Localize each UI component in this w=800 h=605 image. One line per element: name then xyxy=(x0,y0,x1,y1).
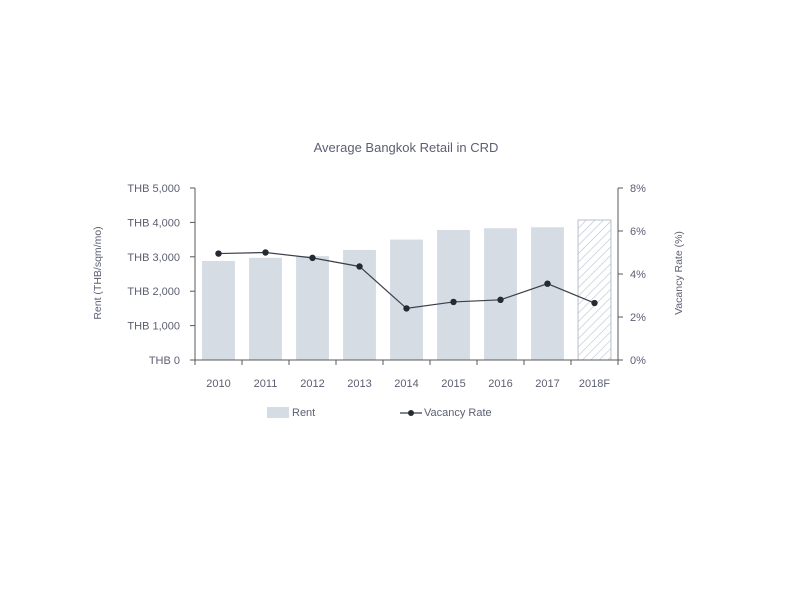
y-left-tick-label: THB 5,000 xyxy=(127,183,180,195)
vacancy-point-2012 xyxy=(309,254,316,262)
legend-label-rent: Rent xyxy=(292,407,315,419)
rent-bars xyxy=(202,219,612,361)
y-right-tick-label: 8% xyxy=(630,183,646,195)
y-left-tick-label: THB 0 xyxy=(149,355,180,367)
legend-swatch-rent xyxy=(267,407,289,418)
y-axis-right-ticks: 0% 2% 4% 6% 8% xyxy=(618,183,646,367)
vacancy-point-2018F xyxy=(591,299,598,307)
vacancy-point-2010 xyxy=(215,250,222,257)
legend-swatch-vacancy-marker xyxy=(408,410,414,416)
y-right-tick-label: 0% xyxy=(630,355,646,367)
y-axis-left-ticks: THB 0 THB 1,000 THB 2,000 THB 3,000 THB 4,00… xyxy=(127,183,195,367)
bar-2017 xyxy=(531,227,564,360)
x-axis-ticks: 2010 2011 2012 2013 2014 2015 2016 2017 2018F xyxy=(194,360,619,390)
bar-2016 xyxy=(484,228,517,360)
bar-2014 xyxy=(390,239,423,360)
legend: Rent Vacancy Rate xyxy=(267,407,492,419)
x-tick-label: 2010 xyxy=(206,378,230,390)
vacancy-point-2014 xyxy=(403,305,410,312)
x-tick-label: 2018F xyxy=(579,378,610,390)
vacancy-point-2013 xyxy=(356,263,363,270)
bar-2010 xyxy=(202,260,235,360)
y-axis-right-label: Vacancy Rate (%) xyxy=(673,231,685,315)
y-left-tick-label: THB 3,000 xyxy=(127,252,180,264)
x-tick-label: 2016 xyxy=(488,378,512,390)
y-left-tick-label: THB 2,000 xyxy=(127,286,180,298)
x-tick-label: 2011 xyxy=(254,378,278,390)
y-left-tick-label: THB 4,000 xyxy=(127,217,180,229)
y-axis-left-label: Rent (THB/sqm/mo) xyxy=(92,226,104,319)
bar-2015 xyxy=(437,229,470,360)
chart-title: Average Bangkok Retail in CRD xyxy=(314,140,499,155)
y-left-tick-label: THB 1,000 xyxy=(127,321,180,333)
x-tick-label: 2015 xyxy=(441,378,465,390)
x-tick-label: 2017 xyxy=(535,378,559,390)
x-tick-label: 2014 xyxy=(394,378,418,390)
vacancy-point-2017 xyxy=(544,280,551,287)
x-tick-label: 2013 xyxy=(347,378,371,390)
vacancy-point-2011 xyxy=(262,249,269,256)
bar-2011 xyxy=(249,257,282,360)
y-right-tick-label: 2% xyxy=(630,312,646,324)
y-right-tick-label: 4% xyxy=(630,269,646,281)
vacancy-point-2015 xyxy=(450,298,457,306)
bar-2012 xyxy=(296,256,329,360)
vacancy-line-layer xyxy=(215,249,598,312)
y-right-tick-label: 6% xyxy=(630,226,646,238)
bar-2018F xyxy=(577,219,612,361)
x-tick-label: 2012 xyxy=(300,378,324,390)
legend-label-vacancy: Vacancy Rate xyxy=(424,407,492,419)
vacancy-point-2016 xyxy=(497,296,504,303)
